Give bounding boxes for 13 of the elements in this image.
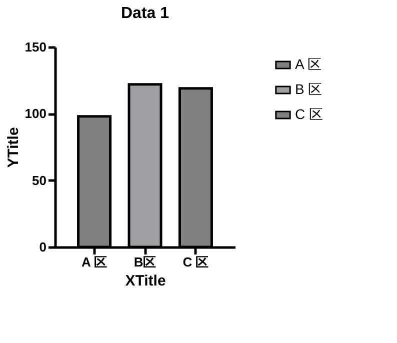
legend-label: B 区 xyxy=(295,81,322,97)
x-tick-label: B区 xyxy=(134,254,156,270)
legend-label: A 区 xyxy=(295,56,322,72)
y-axis-title: YTitle xyxy=(4,127,22,168)
x-tick-label: C 区 xyxy=(182,254,209,270)
chart-title: Data 1 xyxy=(120,5,170,22)
x-tick-label: A 区 xyxy=(82,254,108,270)
x-axis-title: XTitle xyxy=(125,272,166,290)
y-tick-label: 50 xyxy=(32,172,46,188)
y-tick-label: 0 xyxy=(39,240,46,254)
y-tick-label: 100 xyxy=(24,106,46,122)
y-tick-label: 150 xyxy=(24,40,46,54)
legend-label: C 区 xyxy=(295,106,323,122)
